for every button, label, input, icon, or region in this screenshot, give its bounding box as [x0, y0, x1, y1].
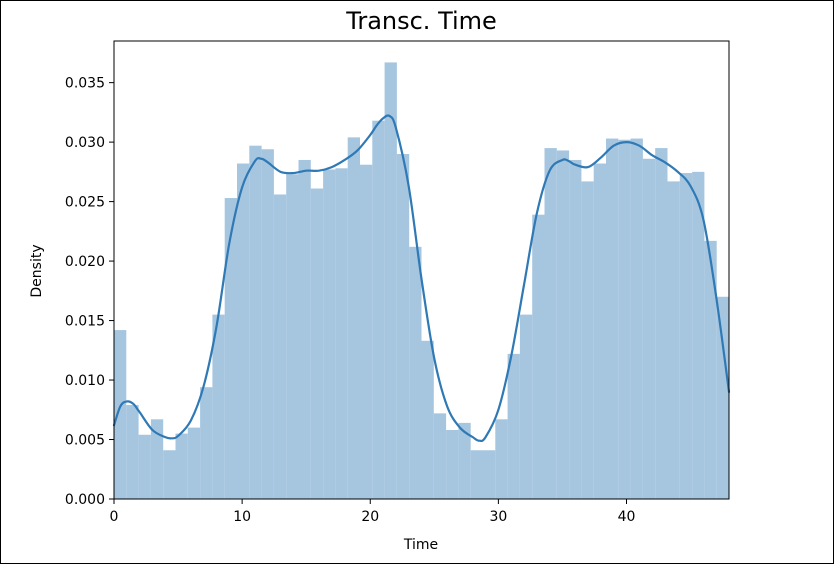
histogram-bar [421, 340, 434, 499]
histogram-bar [126, 405, 139, 499]
histogram-bar [606, 138, 619, 500]
y-tick-label: 0.000 [65, 492, 105, 508]
histogram-bar [298, 159, 311, 499]
histogram-bar [507, 353, 520, 499]
y-tick-label: 0.030 [65, 135, 105, 151]
histogram-bar [409, 246, 422, 499]
histogram-bar [519, 314, 533, 499]
y-tick-label: 0.025 [65, 195, 105, 211]
histogram-bar [212, 314, 225, 499]
histogram-bar [323, 169, 336, 500]
histogram-bar [655, 148, 668, 499]
histogram-bar [642, 158, 656, 499]
x-axis-label: Time [403, 537, 438, 553]
histogram-bar [163, 450, 176, 499]
histogram-bar [114, 330, 127, 499]
x-tick-label: 30 [489, 509, 507, 525]
histogram-bar [286, 174, 299, 499]
histogram-bar [470, 450, 483, 499]
histogram-bar [372, 120, 385, 500]
histogram-bar [544, 148, 557, 499]
y-tick-label: 0.020 [65, 254, 105, 270]
y-tick-label: 0.035 [65, 76, 105, 92]
histogram-bar [446, 430, 459, 499]
histogram-bar [569, 159, 582, 499]
histogram-bar [483, 450, 496, 499]
kde-curve [112, 114, 731, 443]
histogram-bar [224, 198, 237, 499]
histogram-bar [667, 181, 680, 499]
x-tick-label: 20 [361, 509, 379, 525]
histogram-bar [433, 413, 447, 499]
histogram-bar [716, 296, 729, 499]
histogram-bar [458, 422, 471, 499]
histogram-bar [532, 214, 545, 500]
histogram-bars [114, 62, 729, 500]
histogram-bar [360, 164, 373, 499]
x-tick-label: 10 [233, 509, 251, 525]
histogram-bar [138, 434, 151, 499]
histogram-bar [704, 240, 717, 499]
histogram-bar [396, 154, 410, 499]
histogram-bar [618, 139, 631, 499]
histogram-bar [581, 181, 594, 499]
histogram-bar [679, 173, 693, 499]
histogram-bar [556, 150, 570, 499]
histogram-bar [150, 419, 164, 499]
y-tick-label: 0.015 [65, 314, 105, 330]
histogram-bar [384, 62, 397, 499]
histogram-bar [335, 168, 348, 499]
x-axis-ticks: 0 10 20 30 40 [110, 499, 636, 525]
histogram-bar [347, 137, 360, 499]
histogram-bar [692, 171, 705, 499]
histogram-bar [273, 194, 287, 499]
histogram-bar [261, 149, 274, 499]
histogram-bar [310, 188, 324, 499]
histogram-bar [237, 163, 250, 499]
y-tick-label: 0.005 [65, 433, 105, 449]
y-tick-label: 0.010 [65, 373, 105, 389]
histogram-bar [200, 387, 213, 499]
histogram-bar [593, 163, 606, 499]
histogram-bar [630, 138, 643, 500]
x-tick-label: 40 [618, 509, 636, 525]
histogram-bar [495, 419, 508, 499]
histogram-bar [249, 145, 262, 499]
y-axis-ticks: 0.000 0.005 0.010 0.015 0.020 0.025 0.030 0.035 [65, 76, 114, 508]
histogram-bar [175, 433, 188, 499]
plot-area-border [113, 40, 730, 500]
histogram-bar [187, 427, 201, 499]
y-axis-label: Density [29, 244, 45, 297]
chart-title: Transc. Time [345, 7, 497, 35]
x-tick-label: 0 [110, 509, 119, 525]
